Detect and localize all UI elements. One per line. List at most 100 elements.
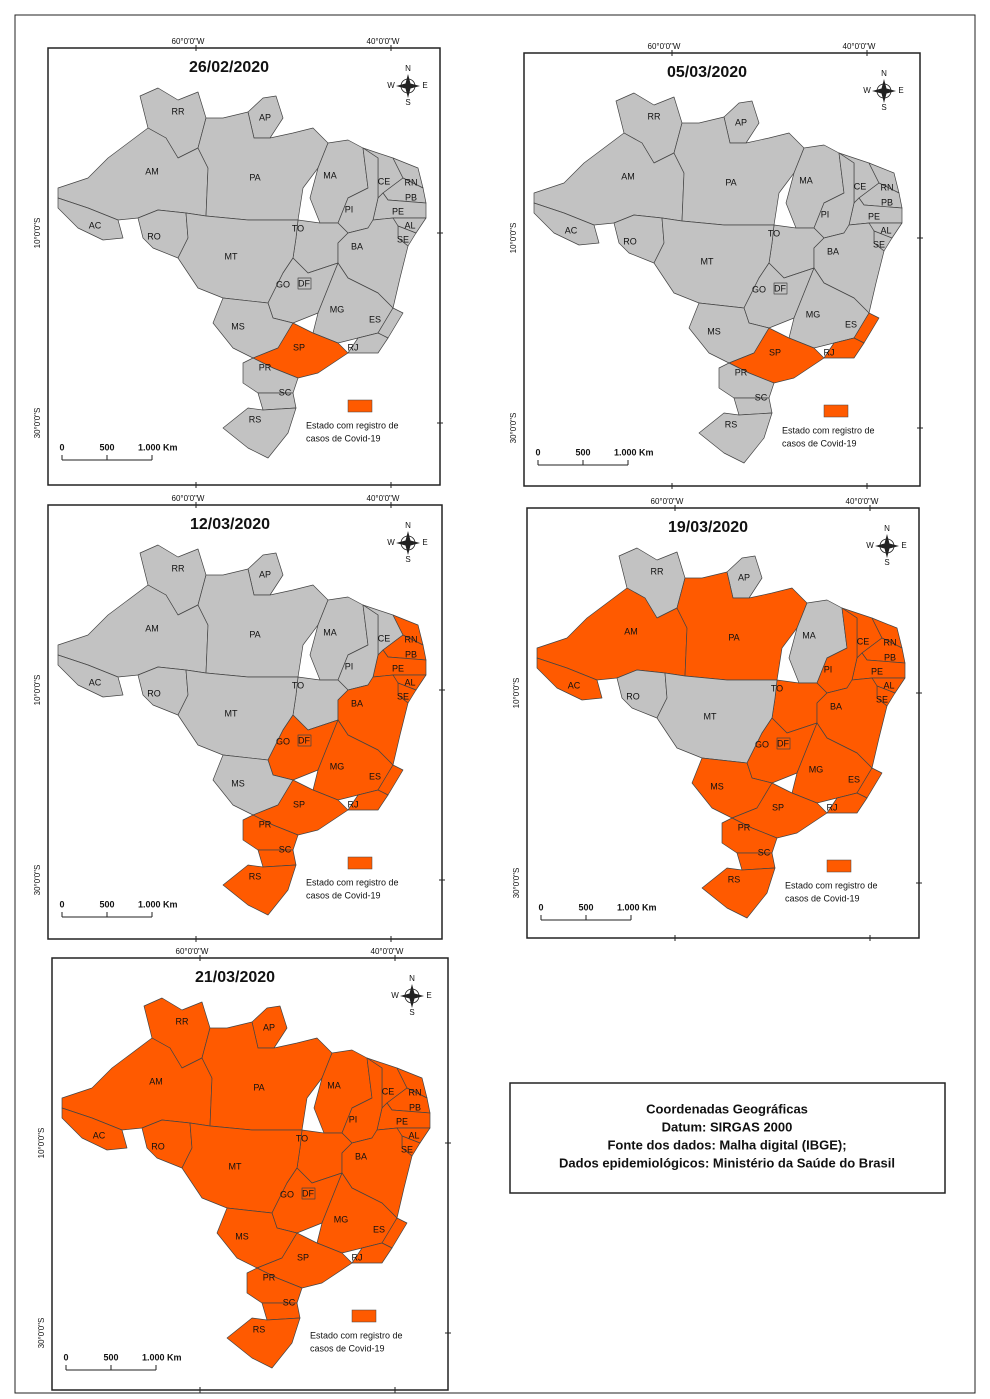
state xyxy=(347,332,389,354)
panel-title: 05/03/2020 xyxy=(667,64,747,81)
state-label: RN xyxy=(409,1087,422,1097)
state xyxy=(57,654,124,698)
state-label: ES xyxy=(369,771,381,781)
legend-text: casos de Covid-19 xyxy=(310,1343,385,1353)
state xyxy=(222,407,297,459)
state-label: AP xyxy=(259,112,271,122)
state xyxy=(776,737,791,750)
map-panel: 19/03/2020 60°0'0"W 40°0'0"W 10°0'0"S 30°0'0… xyxy=(512,497,922,941)
state-label: PR xyxy=(738,822,751,832)
state-label: MA xyxy=(327,1080,341,1090)
state-label: CE xyxy=(378,176,391,186)
state-label: SP xyxy=(769,347,781,357)
state-label: RS xyxy=(253,1324,266,1334)
state-label: AL xyxy=(883,680,894,690)
state-label: PA xyxy=(728,632,739,642)
state xyxy=(61,1107,128,1151)
state xyxy=(222,864,297,916)
state-label: DF xyxy=(777,738,789,748)
state-label: SC xyxy=(758,847,771,857)
state-label: BA xyxy=(827,246,839,256)
panel-title: 21/03/2020 xyxy=(195,969,275,986)
state-label: RR xyxy=(172,563,185,573)
scale-label: 500 xyxy=(103,1352,118,1362)
state-label: SC xyxy=(279,387,292,397)
latitude-label: 10°0'0"S xyxy=(512,678,521,709)
state-label: SE xyxy=(876,694,888,704)
state-label: RR xyxy=(648,111,661,121)
state-label: RR xyxy=(176,1016,189,1026)
state-label: PA xyxy=(249,172,260,182)
compass-letter: E xyxy=(901,541,906,550)
legend-swatch xyxy=(826,859,852,873)
state-label: RN xyxy=(881,182,894,192)
state-label: AC xyxy=(89,220,102,230)
state-label: PB xyxy=(881,197,893,207)
panel-title: 12/03/2020 xyxy=(190,516,270,533)
state-label: PB xyxy=(409,1102,421,1112)
state-label: PI xyxy=(821,209,830,219)
longitude-label: 40°0'0"W xyxy=(843,42,876,51)
state-label: MA xyxy=(323,627,337,637)
state-label: MT xyxy=(225,251,238,261)
state-label: RS xyxy=(249,414,262,424)
state xyxy=(226,1317,301,1369)
longitude-label: 60°0'0"W xyxy=(172,494,205,503)
state-label: AL xyxy=(404,677,415,687)
legend-text: casos de Covid-19 xyxy=(785,893,860,903)
compass-star xyxy=(872,79,896,103)
map-panel: 26/02/2020 60°0'0"W 40°0'0"W 10°0'0"S 30°0'0… xyxy=(33,37,443,488)
state-label: SE xyxy=(397,691,409,701)
compass-star xyxy=(400,984,424,1008)
state-label: SE xyxy=(397,234,409,244)
state-label: PB xyxy=(405,192,417,202)
state-label: MA xyxy=(802,630,816,640)
latitude-label: 30°0'0"S xyxy=(512,868,521,899)
state xyxy=(698,412,773,464)
state xyxy=(826,792,868,814)
scale-label: 500 xyxy=(575,447,590,457)
state-label: MG xyxy=(806,309,821,319)
longitude-label: 40°0'0"W xyxy=(367,37,400,46)
state-label: SP xyxy=(297,1252,309,1262)
longitude-label: 60°0'0"W xyxy=(176,947,209,956)
state-label: GO xyxy=(752,284,766,294)
state-label: ES xyxy=(848,774,860,784)
compass-rose: N S E W xyxy=(866,524,906,567)
state-label: AM xyxy=(145,166,159,176)
state-label: PB xyxy=(884,652,896,662)
state-label: RS xyxy=(725,419,738,429)
compass-rose: N S E W xyxy=(387,64,427,107)
scale-label: 1.000 Km xyxy=(614,447,654,457)
info-box xyxy=(509,1082,946,1194)
state-label: RO xyxy=(147,688,161,698)
compass-letter: N xyxy=(409,974,415,983)
state-label: GO xyxy=(280,1189,294,1199)
legend-text: casos de Covid-19 xyxy=(782,438,857,448)
state-label: GO xyxy=(276,279,290,289)
state xyxy=(297,277,312,290)
state-label: PB xyxy=(405,649,417,659)
state-label: MS xyxy=(231,321,245,331)
state-label: PE xyxy=(871,666,883,676)
outer-border xyxy=(14,14,976,1394)
state xyxy=(536,657,603,701)
state-label: TO xyxy=(292,680,304,690)
compass-letter: S xyxy=(884,558,889,567)
state-label: DF xyxy=(302,1188,314,1198)
state xyxy=(701,867,776,919)
state-label: MA xyxy=(323,170,337,180)
latitude-label: 30°0'0"S xyxy=(33,865,42,896)
state-label: MG xyxy=(330,761,345,771)
legend-text: casos de Covid-19 xyxy=(306,433,381,443)
compass-letter: S xyxy=(881,103,886,112)
state xyxy=(57,197,124,241)
state-label: PR xyxy=(263,1272,276,1282)
state-label: RS xyxy=(249,871,262,881)
state-label: TO xyxy=(292,223,304,233)
info-line: Dados epidemiológicos: Ministério da Saú… xyxy=(559,1155,895,1170)
state-label: RO xyxy=(151,1141,165,1151)
state xyxy=(242,357,299,394)
scale-label: 0 xyxy=(535,447,540,457)
state-label: PE xyxy=(392,206,404,216)
